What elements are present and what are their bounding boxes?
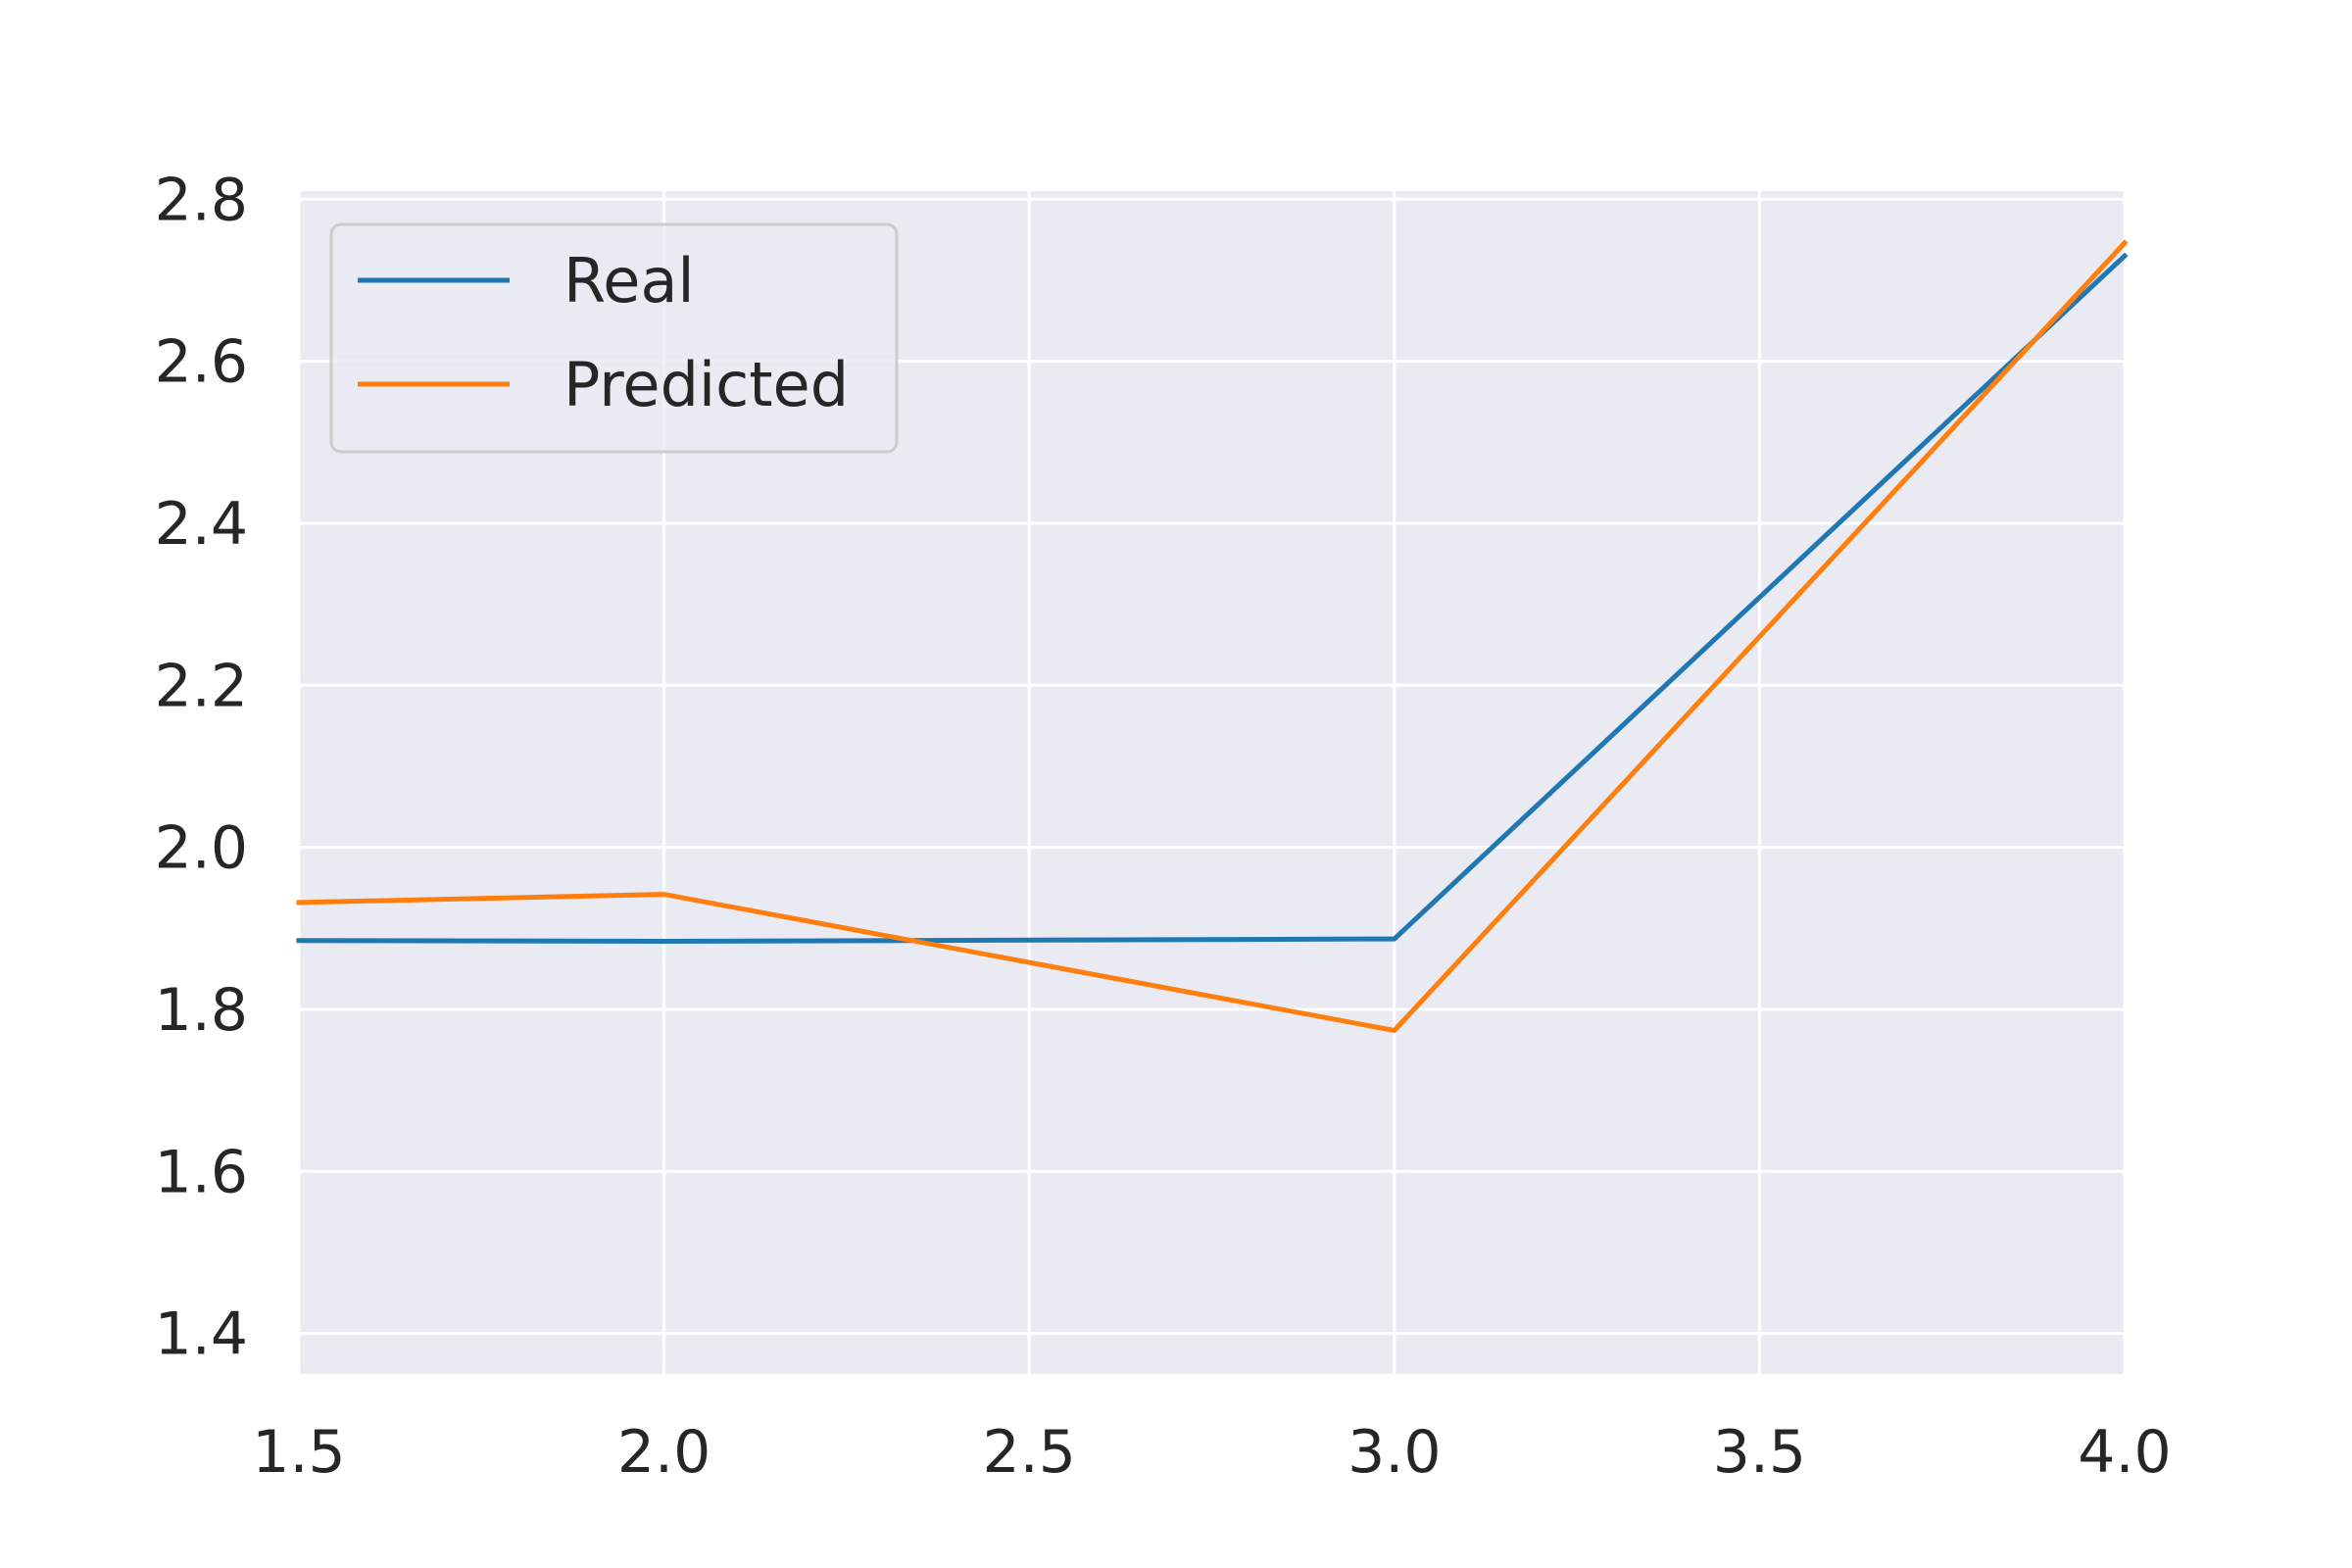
x-tick-label: 1.5 <box>252 1418 345 1487</box>
y-tick-label: 2.4 <box>155 490 248 559</box>
x-tick-label: 3.5 <box>1713 1418 1806 1487</box>
y-tick-label: 2.8 <box>155 166 248 234</box>
y-tick-label: 1.6 <box>155 1138 248 1206</box>
x-tick-label: 3.0 <box>1348 1418 1441 1487</box>
legend-label-real: Real <box>564 245 695 317</box>
x-tick-label: 2.0 <box>617 1418 710 1487</box>
series-lines <box>296 239 2129 1033</box>
x-axis-ticks: 1.5 2.0 2.5 3.0 3.5 4.0 <box>252 1418 2171 1487</box>
x-tick-label: 2.5 <box>982 1418 1075 1487</box>
y-tick-label: 1.8 <box>155 976 248 1045</box>
legend-label-predicted: Predicted <box>564 349 849 420</box>
series-line-real <box>296 252 2129 944</box>
y-tick-label: 2.6 <box>155 328 248 397</box>
y-tick-label: 2.0 <box>155 814 248 883</box>
series-line-predicted <box>296 239 2129 1033</box>
y-tick-label: 2.2 <box>155 652 248 720</box>
y-tick-label: 1.4 <box>155 1300 248 1369</box>
y-axis-ticks: 1.4 1.6 1.8 2.0 2.2 2.4 2.6 2.8 <box>155 166 248 1368</box>
x-tick-label: 4.0 <box>2078 1418 2171 1487</box>
gridlines <box>297 191 2127 1374</box>
legend: Real Predicted <box>329 222 899 454</box>
